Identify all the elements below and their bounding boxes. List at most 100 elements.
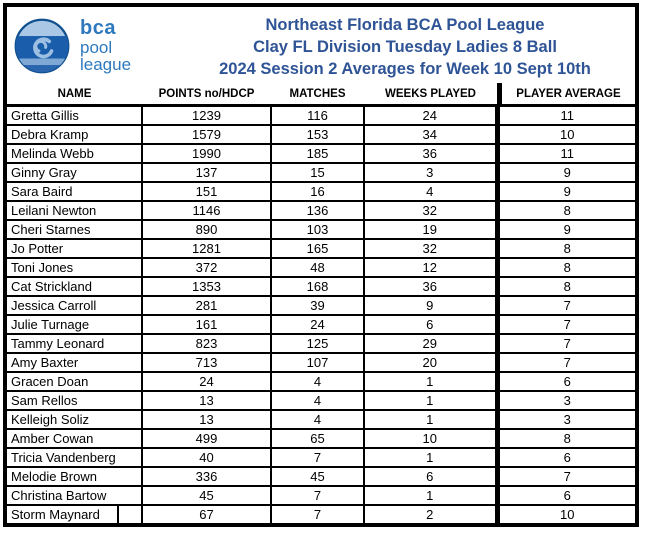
bca-logo: bca pool league — [13, 17, 181, 75]
cell-matches: 39 — [270, 295, 365, 316]
cell-average: 7 — [494, 314, 635, 335]
column-header-average: PLAYER AVERAGE — [497, 83, 635, 104]
cell-weeks: 12 — [363, 257, 498, 278]
table-row: Melinda Webb 1990 185 36 11 — [7, 143, 635, 164]
column-header-points: POINTS no/HDCP — [158, 87, 255, 100]
cell-weeks: 9 — [363, 295, 498, 316]
cell-points: 336 — [141, 466, 272, 487]
cell-points: 1239 — [141, 107, 272, 126]
column-header-weeks: WEEKS PLAYED — [385, 87, 476, 100]
cell-matches: 4 — [270, 409, 365, 430]
column-header-name: NAME — [57, 87, 92, 100]
cell-average: 7 — [494, 352, 635, 373]
cell-points: 45 — [141, 485, 272, 506]
cell-name: Melinda Webb — [7, 143, 143, 164]
cell-weeks: 1 — [363, 390, 498, 411]
cell-name: Jessica Carroll — [7, 295, 143, 316]
cell-weeks: 36 — [363, 143, 498, 164]
averages-table: Gretta Gillis 1239 116 24 11 Debra Kramp 1579 1… — [7, 107, 635, 523]
cell-points: 890 — [141, 219, 272, 240]
cell-average: 7 — [494, 466, 635, 487]
cell-name: Melodie Brown — [7, 466, 143, 487]
cell-name: Amy Baxter — [7, 352, 143, 373]
table-row: Sara Baird 151 16 4 9 — [7, 181, 635, 202]
cell-average: 9 — [494, 181, 635, 202]
cell-points: 24 — [141, 371, 272, 392]
table-row: Kelleigh Soliz 13 4 1 3 — [7, 409, 635, 430]
table-row: Cheri Starnes 890 103 19 9 — [7, 219, 635, 240]
cell-name: Ginny Gray — [7, 162, 143, 183]
cell-average: 8 — [494, 428, 635, 449]
cell-name: Storm Maynard — [7, 504, 143, 523]
table-row: Gretta Gillis 1239 116 24 11 — [7, 107, 635, 126]
cell-matches: 16 — [270, 181, 365, 202]
cell-points: 137 — [141, 162, 272, 183]
cell-points: 499 — [141, 428, 272, 449]
cell-average: 3 — [494, 390, 635, 411]
cell-points: 1146 — [141, 200, 272, 221]
cell-matches: 7 — [270, 504, 365, 523]
cell-matches: 15 — [270, 162, 365, 183]
cell-name: Tammy Leonard — [7, 333, 143, 354]
cell-weeks: 19 — [363, 219, 498, 240]
cell-points: 67 — [141, 504, 272, 523]
cell-average: 8 — [494, 276, 635, 297]
cell-points: 1990 — [141, 143, 272, 164]
cell-average: 8 — [494, 238, 635, 259]
cell-weeks: 36 — [363, 276, 498, 297]
cell-weeks: 1 — [363, 409, 498, 430]
column-header-matches: MATCHES — [289, 87, 346, 100]
cell-weeks: 32 — [363, 238, 498, 259]
cell-average: 6 — [494, 371, 635, 392]
table-row: Leilani Newton 1146 136 32 8 — [7, 200, 635, 221]
cell-weeks: 3 — [363, 162, 498, 183]
logo-word-pool: pool — [80, 37, 113, 57]
cell-weeks: 1 — [363, 485, 498, 506]
cell-average: 7 — [494, 295, 635, 316]
table-row: Jessica Carroll 281 39 9 7 — [7, 295, 635, 316]
cell-average: 10 — [494, 504, 635, 523]
cell-weeks: 6 — [363, 466, 498, 487]
cell-weeks: 32 — [363, 200, 498, 221]
report-frame: bca pool league Northeast Florida BCA Po… — [3, 3, 639, 527]
column-headers: NAME POINTS no/HDCP MATCHES WEEKS PLAYED… — [7, 83, 635, 107]
cell-name: Tricia Vandenberg — [7, 447, 143, 468]
cell-name: Toni Jones — [7, 257, 143, 278]
cell-weeks: 10 — [363, 428, 498, 449]
table-row: Sam Rellos 13 4 1 3 — [7, 390, 635, 411]
cell-matches: 103 — [270, 219, 365, 240]
table-row: Melodie Brown 336 45 6 7 — [7, 466, 635, 487]
cell-matches: 7 — [270, 485, 365, 506]
table-row: Debra Kramp 1579 153 34 10 — [7, 124, 635, 145]
cell-name: Sam Rellos — [7, 390, 143, 411]
cell-average: 3 — [494, 409, 635, 430]
cell-name: Amber Cowan — [7, 428, 143, 449]
bca-logo-text: bca pool league — [80, 18, 131, 73]
table-row: Toni Jones 372 48 12 8 — [7, 257, 635, 278]
cell-points: 372 — [141, 257, 272, 278]
logo-word-league: league — [80, 55, 132, 75]
table-row: Tammy Leonard 823 125 29 7 — [7, 333, 635, 354]
cell-weeks: 20 — [363, 352, 498, 373]
table-row: Jo Potter 1281 165 32 8 — [7, 238, 635, 259]
cell-points: 1353 — [141, 276, 272, 297]
cell-name: Jo Potter — [7, 238, 143, 259]
cell-weeks: 2 — [363, 504, 498, 523]
cell-points: 281 — [141, 295, 272, 316]
cell-points: 823 — [141, 333, 272, 354]
cell-weeks: 1 — [363, 371, 498, 392]
cell-weeks: 29 — [363, 333, 498, 354]
cell-average: 9 — [494, 219, 635, 240]
cell-average: 7 — [494, 333, 635, 354]
bca-ball-icon — [14, 18, 70, 74]
cell-matches: 136 — [270, 200, 365, 221]
cell-points: 161 — [141, 314, 272, 335]
cell-matches: 7 — [270, 447, 365, 468]
cell-name: Cheri Starnes — [7, 219, 143, 240]
title-line-1: Northeast Florida BCA Pool League — [265, 16, 545, 34]
cell-points: 13 — [141, 409, 272, 430]
cell-matches: 185 — [270, 143, 365, 164]
logo-word-bca: bca — [80, 17, 116, 40]
cell-points: 13 — [141, 390, 272, 411]
cell-matches: 107 — [270, 352, 365, 373]
